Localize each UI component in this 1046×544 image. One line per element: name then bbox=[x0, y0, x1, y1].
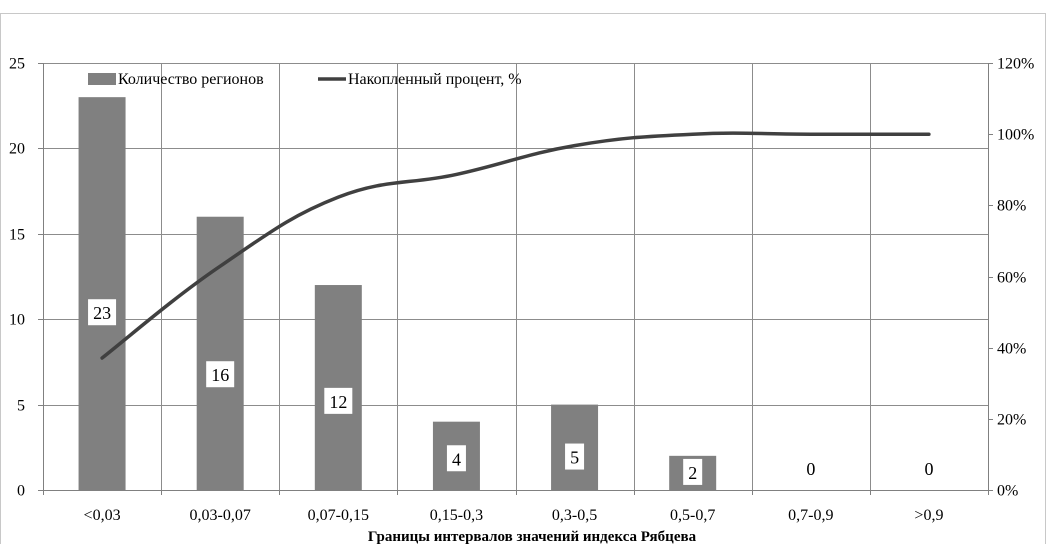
data-label-box bbox=[206, 361, 235, 388]
data-label: 0 bbox=[924, 459, 933, 479]
y2-tick-label: 80% bbox=[997, 198, 1026, 215]
data-label: 12 bbox=[329, 392, 347, 412]
data-label-box bbox=[565, 443, 585, 470]
data-label: 2 bbox=[688, 463, 697, 483]
legend: Количество регионов Накопленный процент, … bbox=[88, 71, 522, 88]
data-label-box bbox=[683, 458, 703, 485]
legend-label-bars: Количество регионов bbox=[118, 71, 264, 88]
bar bbox=[196, 216, 244, 490]
y-tick-label: 25 bbox=[9, 56, 25, 73]
bar bbox=[78, 97, 126, 490]
x-tick-label: 0,03-0,07 bbox=[190, 507, 251, 524]
bar bbox=[314, 285, 362, 490]
y-tick-label: 10 bbox=[9, 312, 25, 329]
y2-tick-label: 100% bbox=[997, 127, 1034, 144]
x-tick-label: 0,07-0,15 bbox=[308, 507, 369, 524]
data-label: 23 bbox=[93, 303, 111, 323]
x-tick-label: 0,7-0,9 bbox=[788, 507, 833, 524]
y-tick-label: 15 bbox=[9, 227, 25, 244]
y-tick-label: 0 bbox=[17, 483, 25, 500]
data-labels: 23 16 12 4 5 2 0 0 bbox=[88, 299, 933, 485]
x-tick-label: 0,5-0,7 bbox=[670, 507, 715, 524]
data-label: 16 bbox=[211, 365, 229, 385]
series-line-cumulative-percent bbox=[100, 131, 931, 360]
y-tick-label: 20 bbox=[9, 141, 25, 158]
legend-swatch-bars bbox=[88, 73, 116, 85]
y2-tick-label: 20% bbox=[997, 412, 1026, 429]
data-label-box bbox=[88, 299, 117, 326]
x-axis-title: Границы интервалов значений индекса Рябц… bbox=[368, 529, 697, 544]
x-tick-label: >0,9 bbox=[914, 507, 943, 524]
bars bbox=[78, 97, 717, 490]
y2-tick-label: 0% bbox=[997, 483, 1018, 500]
y-tick-label: 5 bbox=[17, 398, 25, 415]
y2-tick-label: 120% bbox=[997, 56, 1034, 73]
cumulative-line bbox=[100, 131, 931, 360]
y2-tick-label: 60% bbox=[997, 270, 1026, 287]
x-tick-label: 0,15-0,3 bbox=[430, 507, 483, 524]
data-label-box bbox=[446, 445, 466, 472]
legend-label-line: Накопленный процент, % bbox=[348, 71, 522, 88]
y2-tick-label: 40% bbox=[997, 341, 1026, 358]
data-label-box bbox=[324, 387, 353, 414]
chart-frame bbox=[0, 13, 1046, 544]
data-label: 5 bbox=[570, 448, 579, 468]
data-label: 0 bbox=[806, 459, 815, 479]
data-label: 4 bbox=[452, 449, 461, 469]
x-tick-label: 0,3-0,5 bbox=[552, 507, 597, 524]
x-tick-label: <0,03 bbox=[84, 507, 121, 524]
